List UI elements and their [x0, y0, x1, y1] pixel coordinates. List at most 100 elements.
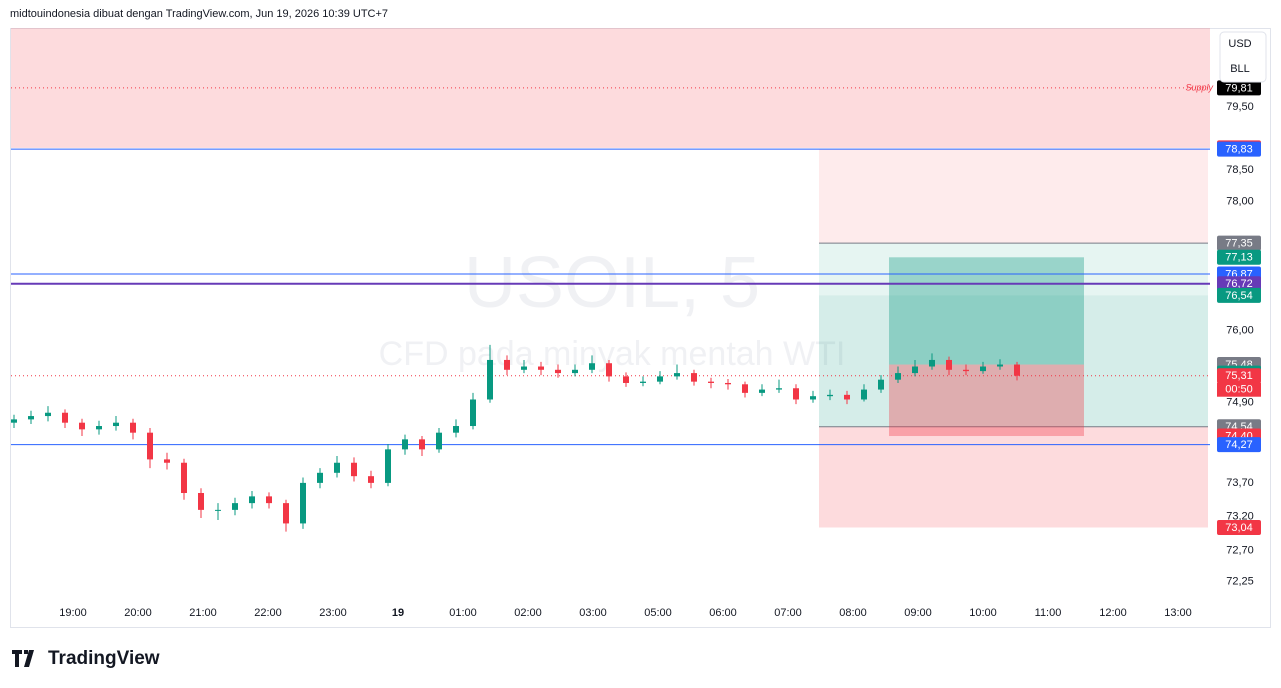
candle-body — [674, 373, 680, 377]
unit[interactable]: BLL — [1230, 63, 1250, 75]
countdown: 00:50 — [1225, 384, 1253, 396]
candle-body — [725, 382, 731, 385]
candle-body — [929, 359, 935, 367]
y-tick-label: 78,00 — [1226, 196, 1254, 208]
candle-body — [1014, 364, 1020, 376]
x-tick-label: 12:00 — [1099, 607, 1127, 619]
price-tag-label: 74,27 — [1225, 439, 1253, 451]
candle-body — [521, 366, 527, 370]
price-tag — [1217, 437, 1261, 453]
candle-body — [164, 459, 170, 463]
x-tick-label: 11:00 — [1035, 607, 1062, 619]
stop-box — [889, 364, 1084, 437]
candle-body — [113, 422, 119, 427]
candle-body — [708, 381, 714, 383]
supply-zone — [11, 28, 1210, 148]
x-tick-label: 03:00 — [579, 607, 607, 619]
candle-body — [317, 472, 323, 483]
candle-body — [912, 366, 918, 374]
y-tick-label: 73,20 — [1226, 511, 1254, 523]
candle-body — [572, 369, 578, 374]
candle-body — [623, 376, 629, 383]
x-tick-label: 08:00 — [839, 607, 867, 619]
price-tag-label: 73,04 — [1225, 522, 1253, 534]
candle-body — [453, 426, 459, 433]
candle-body — [96, 426, 102, 430]
price-tag — [1217, 80, 1261, 96]
x-tick-label: 07:00 — [774, 607, 802, 619]
candle-body — [283, 503, 289, 524]
candle-body — [606, 363, 612, 377]
candle-body — [368, 476, 374, 483]
candle-body — [861, 389, 867, 400]
candle-body — [997, 364, 1003, 367]
currency-box — [1219, 31, 1267, 83]
price-tag — [1217, 287, 1261, 303]
candle-body — [793, 388, 799, 400]
candle-body — [79, 422, 85, 430]
candle-body — [963, 369, 969, 372]
price-tag-label: 76,54 — [1225, 290, 1253, 302]
candle-body — [640, 381, 646, 383]
x-tick-label: 09:00 — [904, 607, 932, 619]
header-title: midtouindonesia dibuat dengan TradingVie… — [10, 8, 388, 20]
x-tick-label: 19 — [392, 607, 404, 619]
candle-body — [300, 482, 306, 524]
candle-body — [759, 389, 765, 393]
candle-body — [402, 439, 408, 450]
y-tick-label: 72,25 — [1226, 575, 1254, 587]
candle-body — [691, 373, 697, 382]
target-box — [889, 257, 1084, 365]
candle-body — [198, 492, 204, 510]
candle-body — [980, 366, 986, 372]
candle-body — [895, 373, 901, 380]
price-tag-label: 77,13 — [1225, 252, 1253, 264]
x-tick-label: 06:00 — [709, 607, 737, 619]
candle-body — [334, 462, 340, 473]
candle-body — [215, 509, 221, 511]
candle-body — [555, 369, 561, 374]
x-tick-label: 20:00 — [124, 607, 152, 619]
x-tick-label: 10:00 — [969, 607, 997, 619]
candle-body — [130, 422, 136, 433]
candle-body — [776, 388, 782, 390]
time-axis-bg — [11, 600, 1210, 627]
price-tag — [1217, 368, 1261, 384]
y-tick-label: 78,50 — [1226, 164, 1254, 176]
candle-body — [657, 376, 663, 382]
x-tick-label: 19:00 — [59, 607, 87, 619]
supply-label: Supply — [1185, 82, 1213, 92]
y-tick-label: 76,00 — [1226, 324, 1254, 336]
candle-body — [436, 432, 442, 450]
logo-text[interactable]: TradingView — [48, 648, 160, 669]
candle-body — [45, 412, 51, 417]
currency[interactable]: USD — [1228, 38, 1251, 50]
x-tick-label: 22:00 — [254, 607, 282, 619]
chart-frame — [10, 28, 1271, 628]
candle-body — [810, 396, 816, 400]
price-tag — [1217, 249, 1261, 265]
candle-body — [351, 462, 357, 477]
price-tag — [1217, 235, 1261, 251]
candle-body — [742, 384, 748, 393]
candle-body — [181, 462, 187, 493]
y-tick-label: 73,70 — [1226, 477, 1254, 489]
x-tick-label: 02:00 — [514, 607, 542, 619]
y-tick-label: 72,70 — [1226, 545, 1254, 557]
logo-icon — [12, 650, 34, 667]
candle-body — [470, 399, 476, 427]
price-tag-label: 76,72 — [1225, 278, 1253, 290]
x-tick-label: 05:00 — [644, 607, 672, 619]
candle-body — [147, 432, 153, 460]
candle-body — [487, 359, 493, 400]
candle-body — [827, 394, 833, 397]
candle-body — [62, 412, 68, 423]
candle-body — [589, 363, 595, 370]
x-tick-label: 23:00 — [319, 607, 347, 619]
candle-body — [946, 359, 952, 370]
stop-zone-top — [819, 149, 1208, 244]
stop-zone-bottom — [819, 426, 1208, 528]
price-tag — [1217, 520, 1261, 536]
